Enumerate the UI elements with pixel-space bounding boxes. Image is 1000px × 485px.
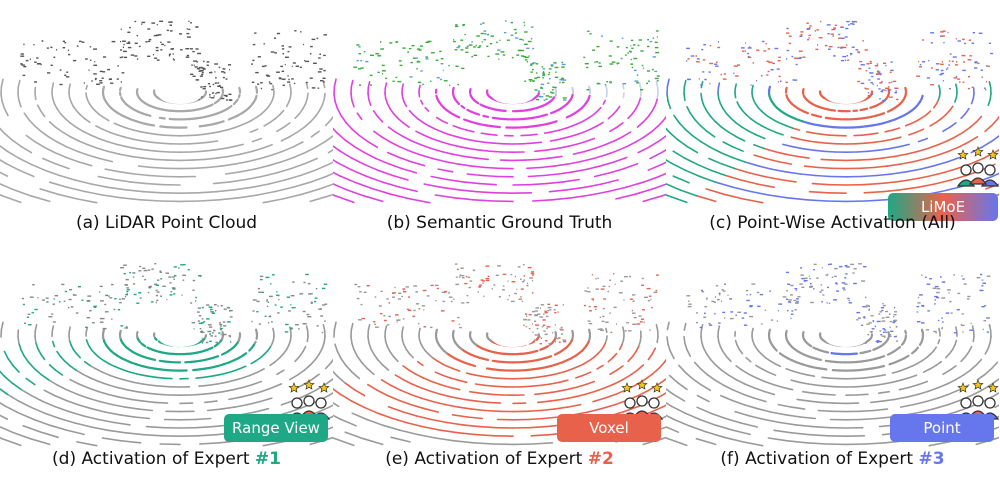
experts-icon <box>956 146 1000 192</box>
panel-caption: (d) Activation of Expert #1 <box>0 449 333 469</box>
point-cloud-clutter <box>353 20 660 101</box>
panel-expert-1-range-view: Range View (d) Activation of Expert #1 <box>0 243 333 485</box>
point-cloud-image <box>666 263 999 447</box>
expert-number: #3 <box>918 449 945 469</box>
caption-text: (d) Activation of Expert <box>52 449 255 469</box>
point-cloud-rings <box>666 78 999 204</box>
point-badge: Point <box>890 414 994 442</box>
panel-point-wise-activation-all: LiMoE (c) Point-Wise Activation (All) <box>666 0 1000 242</box>
panel-caption: (f) Activation of Expert #3 <box>666 449 999 469</box>
panel-lidar-point-cloud: (a) LiDAR Point Cloud <box>0 0 333 242</box>
expert-number: #1 <box>254 449 281 469</box>
panel-caption: (e) Activation of Expert #2 <box>333 449 666 469</box>
expert-number: #2 <box>587 449 614 469</box>
point-cloud-clutter <box>354 263 659 345</box>
panel-caption: (b) Semantic Ground Truth <box>386 213 613 233</box>
point-cloud-image <box>666 20 999 204</box>
panel-semantic-ground-truth: (b) Semantic Ground Truth <box>333 0 666 242</box>
caption-text: (e) Activation of Expert <box>385 449 588 469</box>
point-cloud-clutter <box>22 263 328 344</box>
point-cloud-rings <box>333 78 666 204</box>
point-cloud-clutter <box>686 20 994 102</box>
panel-expert-3-point: Point (f) Activation of Expert #3 <box>666 243 1000 485</box>
limoe-badge: LiMoE <box>888 193 998 221</box>
caption-text: (f) Activation of Expert <box>720 449 919 469</box>
panel-expert-2-voxel: Voxel (e) Activation of Expert #2 <box>333 243 666 485</box>
panel-caption: (c) Point-Wise Activation (All) <box>709 213 956 233</box>
point-cloud-image <box>0 20 333 204</box>
voxel-badge: Voxel <box>557 414 661 442</box>
range-view-badge: Range View <box>224 414 328 442</box>
point-cloud-clutter <box>686 263 991 344</box>
panel-caption: (a) LiDAR Point Cloud <box>75 213 258 233</box>
point-cloud-image <box>333 20 666 204</box>
